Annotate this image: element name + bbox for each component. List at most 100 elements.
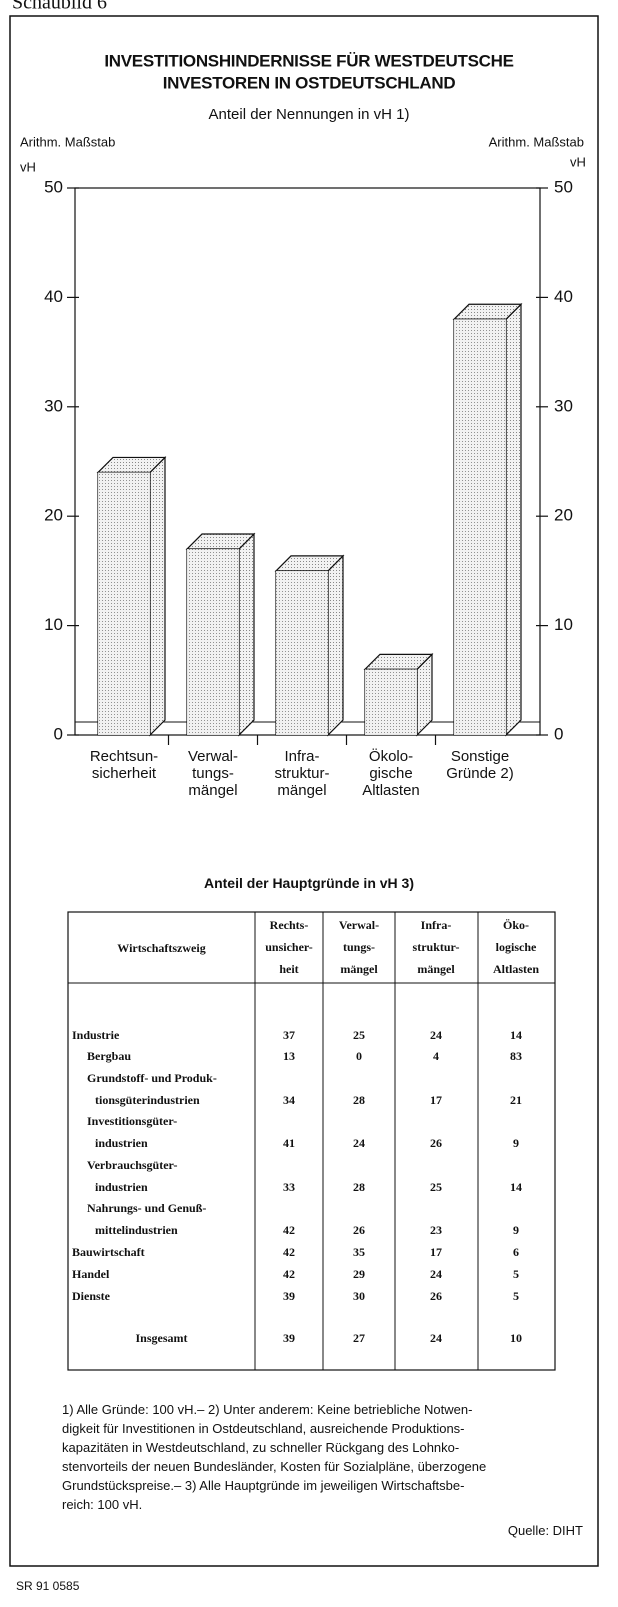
- bar-texture: [365, 669, 417, 735]
- row-label: Investitionsgüter- industrien: [87, 1114, 178, 1150]
- chart-title: INVESTITIONSHINDERNISSE FÜR WESTDEUTSCHE: [104, 51, 513, 70]
- cell: 24: [353, 1136, 365, 1150]
- table-header: Infra- struktur- mängel: [412, 918, 460, 976]
- y-tick-label: 10: [554, 615, 573, 634]
- cell: 42: [283, 1267, 295, 1281]
- cell: 4: [433, 1049, 439, 1063]
- y-tick-label: 30: [44, 396, 63, 415]
- cell: 5: [513, 1267, 519, 1281]
- row-label: Grundstoff- und Produk- tionsgüterindust…: [87, 1071, 217, 1107]
- y-tick-label: 10: [44, 615, 63, 634]
- row-label: Bauwirtschaft: [72, 1245, 145, 1259]
- footnote: kapazitäten in Westdeutschland, zu schne…: [62, 1440, 460, 1455]
- bar-texture: [276, 570, 328, 735]
- cell: 6: [513, 1245, 519, 1259]
- footnote: digkeit für Investitionen in Ostdeutschl…: [62, 1421, 465, 1436]
- cell: 34: [283, 1093, 295, 1107]
- cell: 41: [283, 1136, 295, 1150]
- cell: 33: [283, 1180, 295, 1194]
- chart-title: INVESTOREN IN OSTDEUTSCHLAND: [163, 73, 456, 92]
- bar-side: [149, 455, 166, 737]
- table-frame: [67, 911, 556, 1371]
- x-tick-label: Ökolo- gische Altlasten: [362, 748, 420, 799]
- bar-side: [238, 532, 255, 737]
- table-header: Wirtschaftszweig: [117, 941, 206, 955]
- unit-label: vH: [570, 154, 586, 169]
- y-tick-label: 50: [44, 177, 63, 196]
- row-label: Dienste: [72, 1289, 110, 1303]
- bar-side: [327, 554, 344, 737]
- cell: 28: [353, 1180, 365, 1194]
- unit-label: vH: [20, 159, 36, 174]
- cell: 5: [513, 1289, 519, 1303]
- chart-subtitle: Anteil der Nennungen in vH 1): [209, 106, 410, 123]
- bar-texture: [187, 549, 239, 735]
- y-tick-label: 40: [554, 287, 573, 306]
- table-header: Rechts- unsicher- heit: [265, 918, 313, 976]
- cell: 24: [430, 1331, 442, 1345]
- y-tick-label: 30: [554, 396, 573, 415]
- cell: 25: [430, 1180, 442, 1194]
- footnote: reich: 100 vH.: [62, 1497, 143, 1512]
- row-label: Bergbau: [87, 1049, 132, 1063]
- cell: 42: [283, 1223, 295, 1237]
- cell: 17: [430, 1245, 442, 1259]
- footnote: Grundstückspreise.– 3) Alle Hauptgründe …: [62, 1478, 465, 1493]
- x-tick-label: Rechtsun- sicherheit: [89, 748, 159, 782]
- cell: 24: [430, 1267, 442, 1281]
- cell: 39: [283, 1331, 295, 1345]
- scale-label: Arithm. Maßstab: [20, 134, 115, 149]
- cell: 14: [510, 1028, 522, 1042]
- cell: 21: [510, 1093, 522, 1107]
- cell: 27: [353, 1331, 365, 1345]
- row-label: Handel: [72, 1267, 110, 1281]
- cell: 30: [353, 1289, 365, 1303]
- bar-texture: [98, 472, 150, 735]
- footnote: stenvorteils der neuen Bundesländer, Kos…: [62, 1459, 487, 1474]
- cell: 13: [283, 1049, 295, 1063]
- bar-side: [505, 302, 522, 737]
- cell: 25: [353, 1028, 365, 1042]
- y-tick-label: 20: [554, 506, 573, 525]
- row-label: Industrie: [72, 1028, 120, 1042]
- cell: 9: [513, 1136, 519, 1150]
- table-title: Anteil der Hauptgründe in vH 3): [203, 875, 414, 891]
- cell: 83: [510, 1049, 522, 1063]
- cell: 26: [353, 1223, 365, 1237]
- code: SR 91 0585: [16, 1579, 80, 1593]
- bar-texture: [454, 319, 506, 735]
- cell: 9: [513, 1223, 519, 1237]
- footnote: 1) Alle Gründe: 100 vH.– 2) Unter andere…: [62, 1402, 473, 1417]
- x-tick-label: Infra- struktur- mängel: [274, 748, 330, 799]
- cell: 17: [430, 1093, 442, 1107]
- y-tick-label: 50: [554, 177, 573, 196]
- table-header: Verwal- tungs- mängel: [338, 918, 380, 976]
- y-tick-label: 20: [44, 506, 63, 525]
- cell: 14: [510, 1180, 522, 1194]
- cell: 37: [283, 1028, 295, 1042]
- frame: [9, 15, 599, 1567]
- x-tick-label: Sonstige Gründe 2): [446, 748, 514, 782]
- cell: 29: [353, 1267, 365, 1281]
- cell: 39: [283, 1289, 295, 1303]
- row-label: Nahrungs- und Genuß- mittelindustrien: [87, 1201, 207, 1237]
- row-label: Insgesamt: [135, 1331, 188, 1345]
- cell: 23: [430, 1223, 442, 1237]
- cell: 26: [430, 1136, 442, 1150]
- cell: 35: [353, 1245, 365, 1259]
- cell: 26: [430, 1289, 442, 1303]
- cell: 42: [283, 1245, 295, 1259]
- y-tick-label: 40: [44, 287, 63, 306]
- cell: 24: [430, 1028, 442, 1042]
- y-tick-label: 0: [54, 724, 63, 743]
- cell: 28: [353, 1093, 365, 1107]
- source: Quelle: DIHT: [507, 1523, 583, 1538]
- cell: 0: [356, 1049, 362, 1063]
- cell: 10: [510, 1331, 522, 1345]
- y-tick-label: 0: [554, 724, 563, 743]
- page-label: Schaubild 6: [12, 0, 107, 14]
- x-tick-label: Verwal- tungs- mängel: [187, 748, 239, 799]
- scale-label: Arithm. Maßstab: [489, 134, 584, 149]
